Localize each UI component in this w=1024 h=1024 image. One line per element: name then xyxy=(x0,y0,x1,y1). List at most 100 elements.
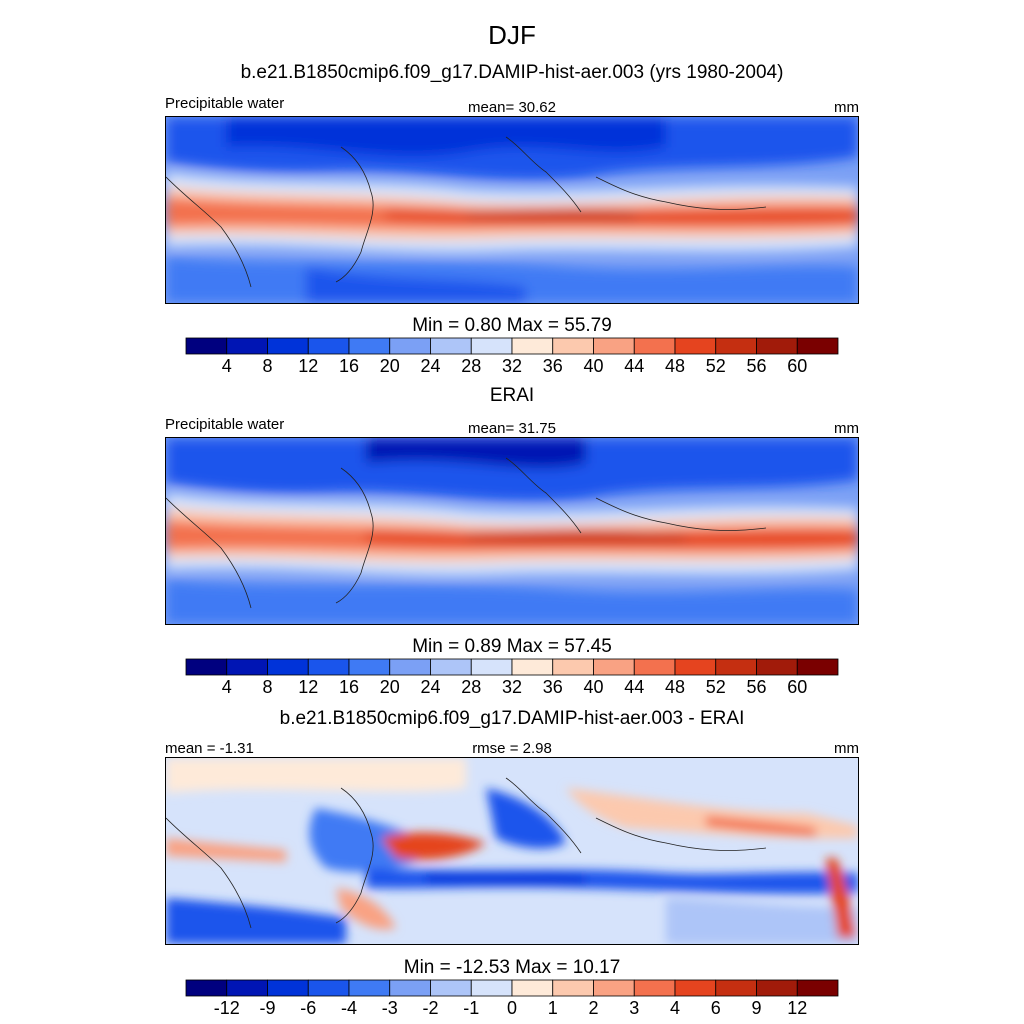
panel-3-title: b.e21.B1850cmip6.f09_g17.DAMIP-hist-aer.… xyxy=(279,708,745,729)
panel-1-title: b.e21.B1850cmip6.f09_g17.DAMIP-hist-aer.… xyxy=(240,62,784,83)
colorbar-swatch xyxy=(756,658,798,676)
colorbar-tick-label: 16 xyxy=(339,356,359,376)
colorbar-swatch xyxy=(511,979,554,997)
colorbar-tick-label: 52 xyxy=(706,356,726,376)
colorbar-swatch xyxy=(470,658,513,676)
colorbar-tick-label: 12 xyxy=(787,998,807,1018)
colorbar-swatch xyxy=(511,337,554,355)
colorbar-tick-label: -12 xyxy=(214,998,240,1018)
colorbar-tick-label: 44 xyxy=(624,356,644,376)
colorbar-swatch xyxy=(593,337,635,355)
panel-3-mean-label: mean = -1.31 xyxy=(165,740,254,757)
colorbar-swatch xyxy=(185,658,228,676)
colorbar-swatch xyxy=(226,979,268,997)
panel-2-coastlines xyxy=(166,457,767,609)
colorbar-swatch xyxy=(307,337,350,355)
colorbar-swatch xyxy=(593,658,635,676)
colorbar-swatch xyxy=(348,979,391,997)
colorbar-swatch xyxy=(307,658,350,676)
colorbar-tick-label: -1 xyxy=(463,998,479,1018)
colorbar-swatch xyxy=(470,979,513,997)
panel-2-mean-label: mean= 31.75 xyxy=(468,420,556,437)
colorbar-swatch xyxy=(715,337,757,355)
colorbar-tick-label: 32 xyxy=(502,677,522,697)
panel-3-map xyxy=(165,757,859,945)
colorbar-swatch xyxy=(674,979,717,997)
colorbar-tick-label: 12 xyxy=(298,677,318,697)
panel-2-units-label: mm xyxy=(834,420,859,437)
colorbar-swatch xyxy=(267,979,309,997)
panel-2-variable-label: Precipitable water xyxy=(165,416,285,433)
colorbar-tick-label: -3 xyxy=(382,998,398,1018)
colorbar-tick-label: 4 xyxy=(222,677,232,697)
colorbar-swatch xyxy=(756,337,798,355)
colorbar-tick-label: 24 xyxy=(420,356,440,376)
colorbar-tick-label: 52 xyxy=(706,677,726,697)
colorbar-swatch xyxy=(715,658,757,676)
colorbar-tick-label: 44 xyxy=(624,677,644,697)
panel-1-units-label: mm xyxy=(834,99,859,116)
panel-1-coastlines xyxy=(166,136,767,288)
colorbar-tick-label: 20 xyxy=(380,356,400,376)
colorbar-swatch xyxy=(389,337,431,355)
colorbar-tick-label: 28 xyxy=(461,677,481,697)
colorbar-tick-label: 2 xyxy=(588,998,598,1018)
panel-1-colorbar: 4 8 12 16 20 24 28 32 36 40 44 48 52 56 60 xyxy=(185,337,839,376)
panel-2-title: ERAI xyxy=(489,385,535,406)
colorbar-swatch xyxy=(511,658,554,676)
colorbar-tick-label: -4 xyxy=(341,998,357,1018)
panel-2-map-svg xyxy=(166,438,858,624)
colorbar-tick-label: 3 xyxy=(629,998,639,1018)
colorbar-tick-label: 12 xyxy=(298,356,318,376)
colorbar-tick-label: 0 xyxy=(507,998,517,1018)
colorbar-tick-label: 60 xyxy=(787,677,807,697)
panel-1-map-svg xyxy=(166,117,858,303)
colorbar-swatch xyxy=(674,658,717,676)
panel-3-map-svg xyxy=(166,758,858,944)
colorbar-tick-label: 36 xyxy=(543,677,563,697)
figure-title: DJF xyxy=(488,20,536,50)
colorbar-tick-label: 40 xyxy=(583,356,603,376)
colorbar-swatch xyxy=(389,658,431,676)
colorbar-tick-label: -6 xyxy=(300,998,316,1018)
colorbar-swatch xyxy=(633,658,676,676)
panel-3-units-label: mm xyxy=(834,740,859,757)
colorbar-swatch xyxy=(633,337,676,355)
colorbar-swatch xyxy=(185,337,228,355)
colorbar-swatch xyxy=(430,337,472,355)
colorbar-tick-label: 4 xyxy=(670,998,680,1018)
panel-3-coastlines xyxy=(166,777,767,929)
colorbar-swatch xyxy=(389,979,431,997)
colorbar-tick-label: 16 xyxy=(339,677,359,697)
panel-1-variable-label: Precipitable water xyxy=(165,95,285,112)
colorbar-swatch xyxy=(552,979,594,997)
colorbar-swatch xyxy=(674,337,717,355)
panel-3-rmse-label: rmse = 2.98 xyxy=(472,740,552,757)
colorbar-tick-label: 56 xyxy=(746,677,766,697)
colorbar-swatch xyxy=(226,658,268,676)
colorbar-tick-label: 20 xyxy=(380,677,400,697)
colorbar-swatch xyxy=(796,658,839,676)
panel-1-mean-label: mean= 30.62 xyxy=(468,99,556,116)
colorbar-tick-label: 24 xyxy=(420,677,440,697)
colorbar-swatch xyxy=(267,658,309,676)
panel-3-colorbar: -12 -9 -6 -4 -3 -2 -1 0 1 2 3 4 6 9 12 xyxy=(185,979,839,1018)
colorbar-tick-label: 6 xyxy=(711,998,721,1018)
colorbar-swatch xyxy=(226,337,268,355)
colorbar-tick-label: -9 xyxy=(259,998,275,1018)
colorbar-tick-label: 40 xyxy=(583,677,603,697)
colorbar-swatch xyxy=(715,979,757,997)
colorbar-swatch xyxy=(267,337,309,355)
colorbar-swatch xyxy=(593,979,635,997)
colorbar-swatch xyxy=(430,979,472,997)
panel-1-map xyxy=(165,116,859,304)
colorbar-swatch xyxy=(470,337,513,355)
colorbar-tick-label: 32 xyxy=(502,356,522,376)
colorbar-tick-label: -2 xyxy=(422,998,438,1018)
colorbar-swatch xyxy=(552,658,594,676)
colorbar-swatch xyxy=(430,658,472,676)
colorbar-swatch xyxy=(348,337,391,355)
colorbar-swatch xyxy=(633,979,676,997)
colorbar-swatch xyxy=(552,337,594,355)
colorbar-tick-label: 9 xyxy=(751,998,761,1018)
